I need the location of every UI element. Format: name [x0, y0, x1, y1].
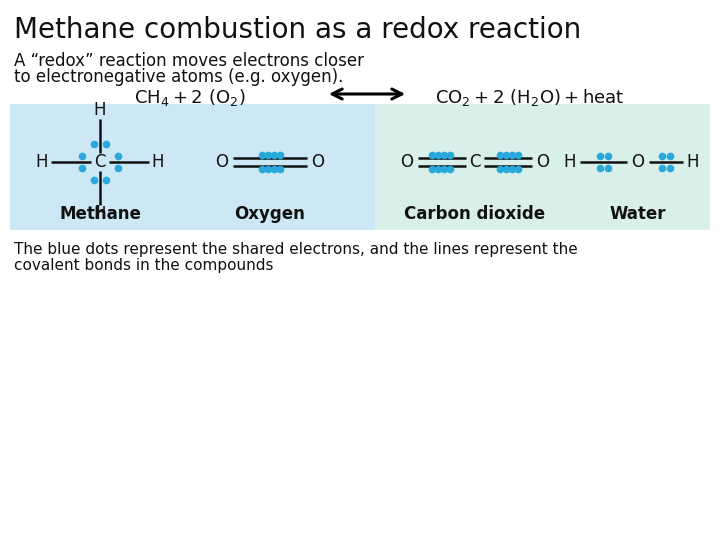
- Text: A “redox” reaction moves electrons closer: A “redox” reaction moves electrons close…: [14, 52, 364, 70]
- Text: covalent bonds in the compounds: covalent bonds in the compounds: [14, 258, 274, 273]
- Text: The blue dots represent the shared electrons, and the lines represent the: The blue dots represent the shared elect…: [14, 242, 577, 257]
- Text: $\mathregular{CO_2 + 2\ (H_2O) + heat}$: $\mathregular{CO_2 + 2\ (H_2O) + heat}$: [436, 87, 625, 108]
- Text: H: H: [94, 205, 107, 223]
- Bar: [375, 104, 710, 230]
- Bar: [10, 104, 375, 230]
- Text: H: H: [687, 153, 699, 171]
- Text: H: H: [564, 153, 576, 171]
- Text: O: O: [215, 153, 228, 171]
- Text: Oxygen: Oxygen: [235, 205, 305, 223]
- Text: Carbon dioxide: Carbon dioxide: [405, 205, 546, 223]
- Text: H: H: [36, 153, 48, 171]
- Text: O: O: [536, 153, 549, 171]
- Text: Methane combustion as a redox reaction: Methane combustion as a redox reaction: [14, 16, 581, 44]
- Text: O: O: [631, 153, 644, 171]
- Text: H: H: [152, 153, 164, 171]
- Text: Methane: Methane: [59, 205, 141, 223]
- Text: O: O: [312, 153, 325, 171]
- Text: C: C: [469, 153, 481, 171]
- Text: H: H: [94, 101, 107, 119]
- Text: Water: Water: [610, 205, 666, 223]
- Text: C: C: [94, 153, 106, 171]
- Text: to electronegative atoms (e.g. oxygen).: to electronegative atoms (e.g. oxygen).: [14, 68, 343, 86]
- Text: O: O: [400, 153, 413, 171]
- Text: $\mathregular{CH_4 + 2\ (O_2)}$: $\mathregular{CH_4 + 2\ (O_2)}$: [134, 87, 246, 108]
